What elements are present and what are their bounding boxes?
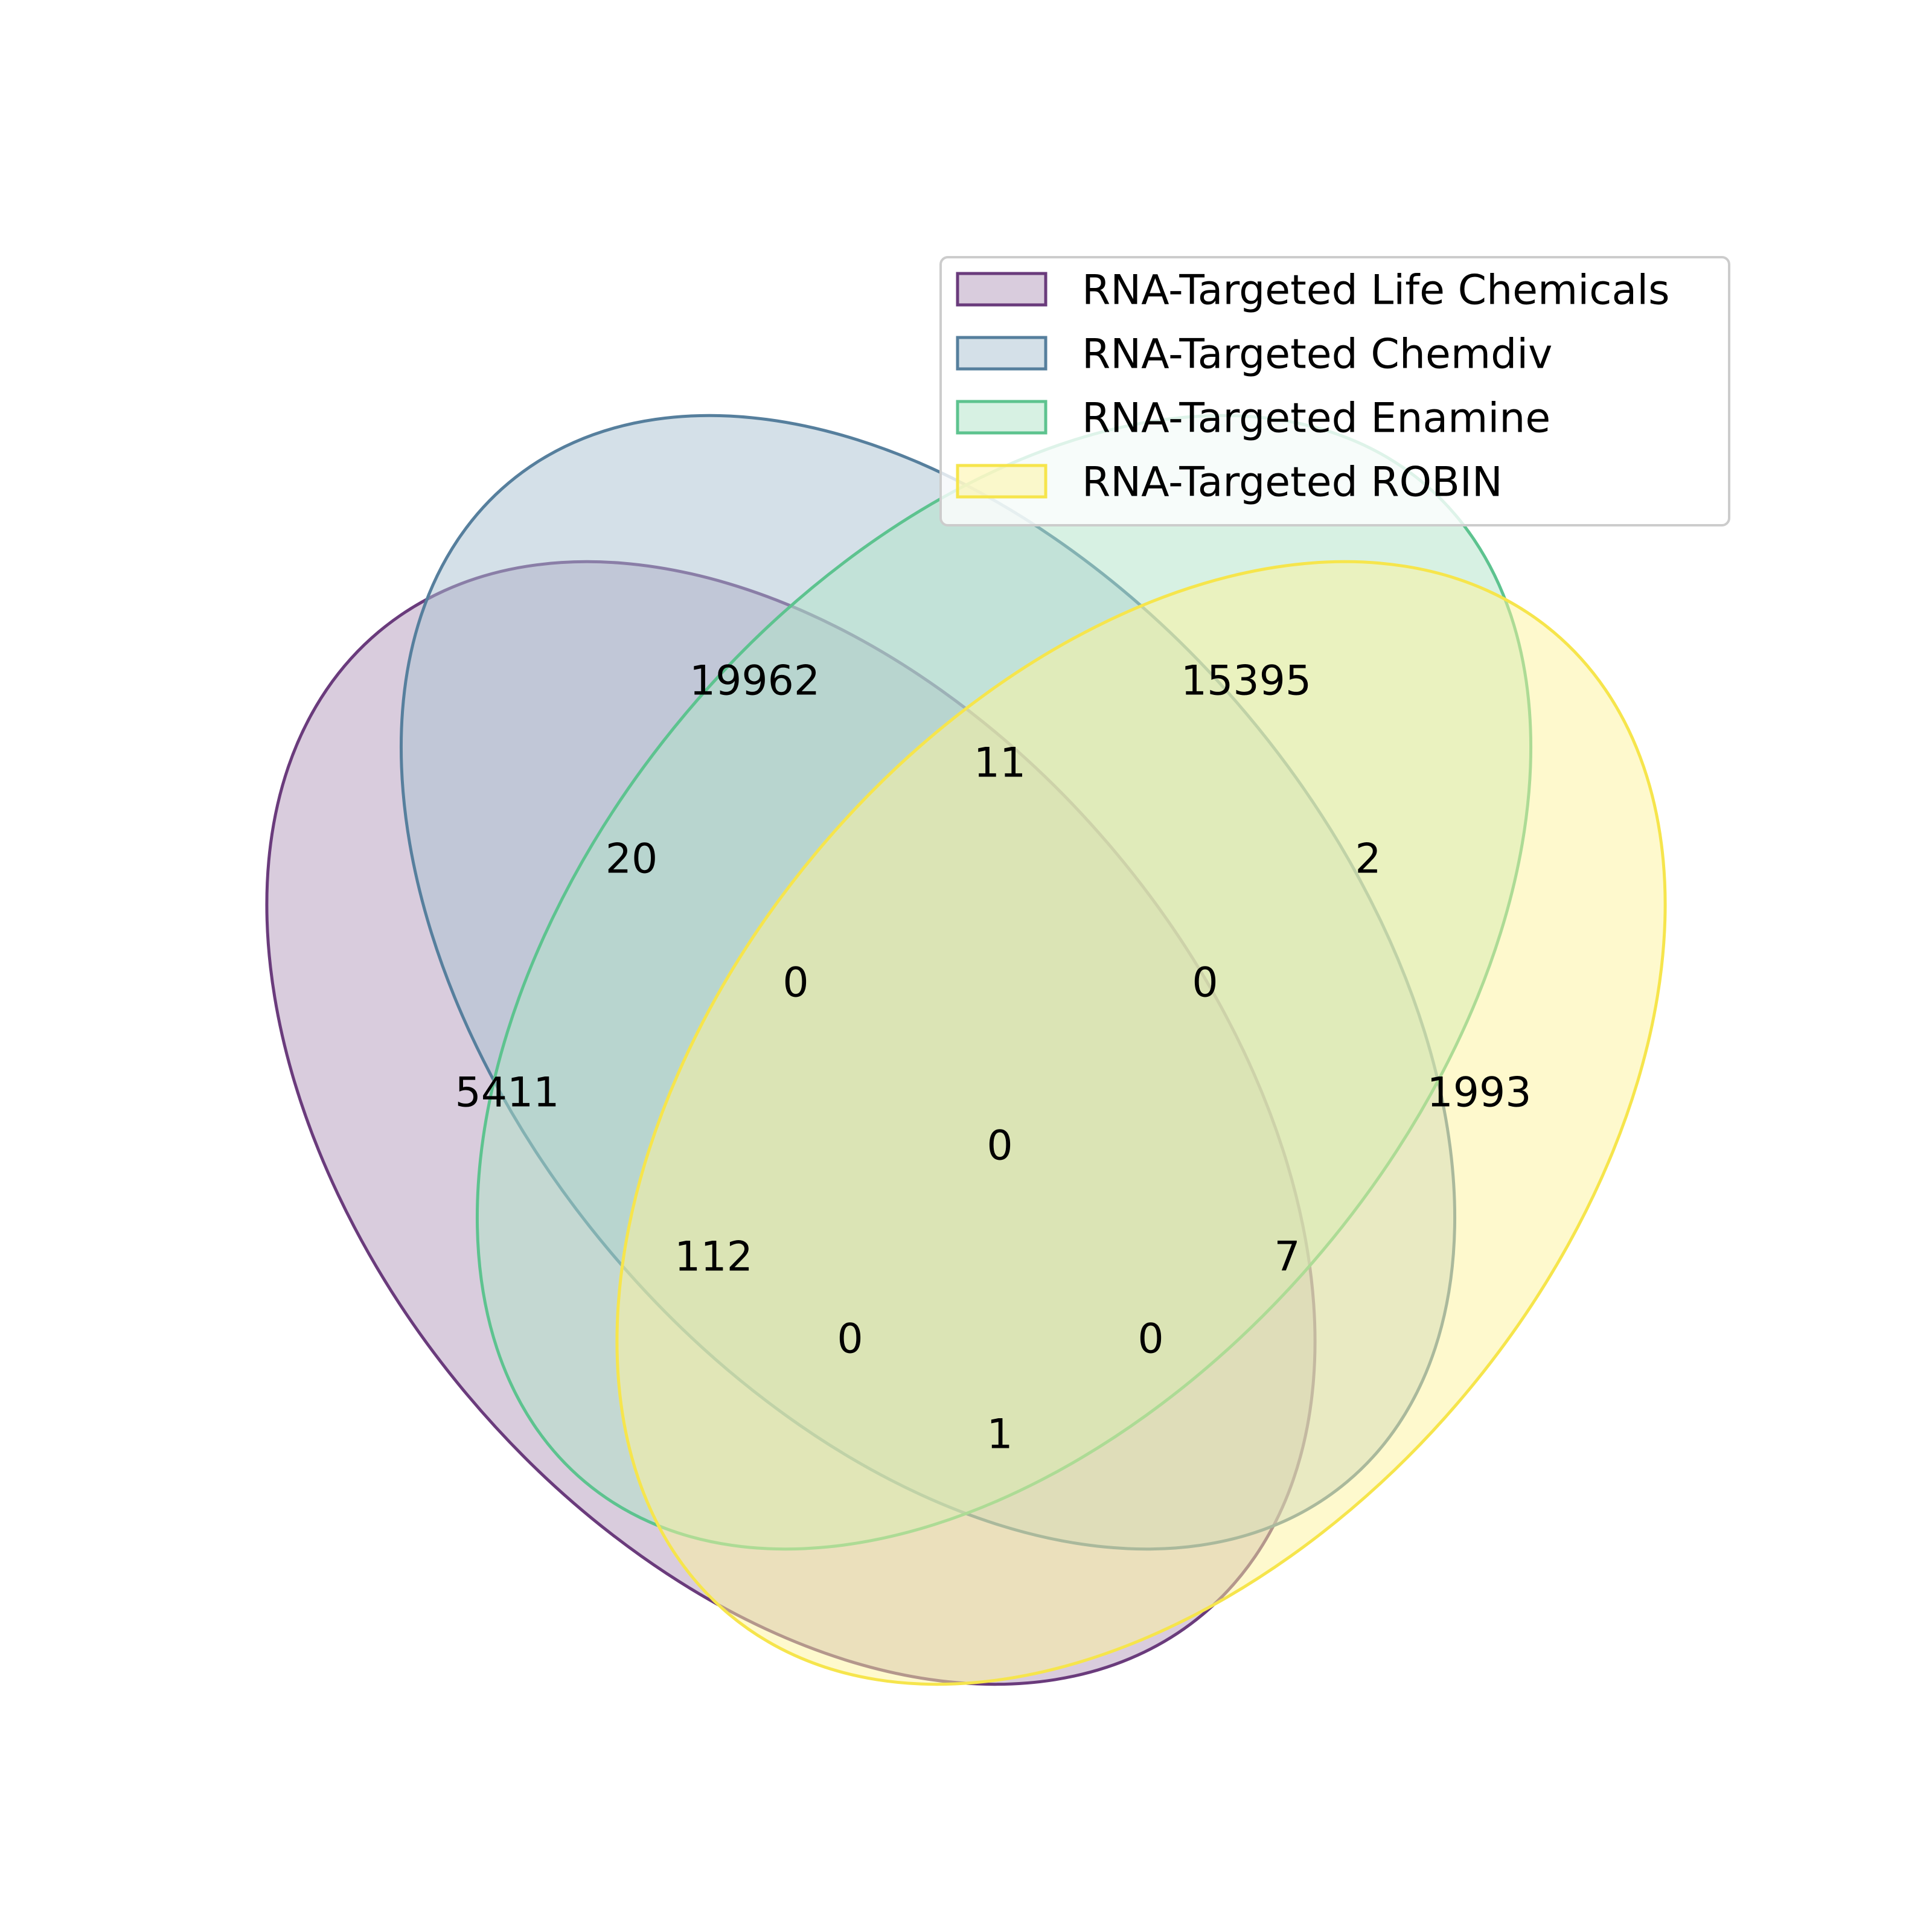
region-label-c: 15395 [1181,657,1311,705]
legend-label-life-chemicals: RNA-Targeted Life Chemicals [1082,267,1670,315]
legend-label-robin: RNA-Targeted ROBIN [1082,459,1503,507]
region-label-abcd: 0 [987,1122,1012,1170]
region-label-ac: 112 [674,1233,753,1281]
legend-swatch-robin [956,464,1048,499]
legend-swatch-life-chemicals [956,272,1048,307]
region-label-abc: 0 [782,959,808,1007]
legend-swatch-chemdiv [956,336,1048,371]
legend-frame [939,256,1730,526]
region-label-d: 1993 [1427,1069,1531,1117]
legend: RNA-Targeted Life Chemicals RNA-Targeted… [939,256,1730,526]
region-label-bc: 11 [974,740,1026,787]
region-label-ab: 20 [606,836,658,883]
region-label-b: 19962 [689,657,820,705]
region-label-ad: 1 [987,1411,1012,1459]
region-label-a: 5411 [455,1069,559,1117]
venn-ellipses [265,414,1667,1686]
region-label-bcd: 0 [1192,959,1218,1007]
region-label-acd: 0 [837,1316,863,1363]
ellipse-robin [615,560,1667,1686]
region-label-abd: 0 [1137,1316,1163,1363]
legend-label-chemdiv: RNA-Targeted Chemdiv [1082,331,1552,379]
legend-swatch-enamine [956,400,1048,435]
legend-label-enamine: RNA-Targeted Enamine [1082,395,1550,443]
region-label-bd: 7 [1274,1233,1300,1281]
region-labels: 5411 19962 15395 1993 20 11 2 0 0 0 112 … [455,657,1531,1459]
region-label-cd: 2 [1355,836,1381,883]
